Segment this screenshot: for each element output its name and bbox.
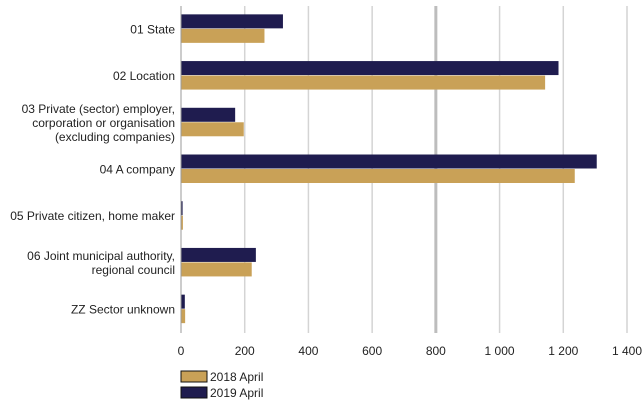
legend-label-1: 2019 April	[210, 386, 263, 400]
bar-2019-april-6	[181, 294, 185, 309]
category-label-0: 01 State	[130, 22, 175, 36]
bar-2019-april-3	[181, 154, 597, 169]
bar-2018-april-1	[181, 75, 546, 90]
tick-label-1400: 1 400	[612, 344, 642, 358]
tick-label-1200: 1 200	[548, 344, 578, 358]
tick-label-600: 600	[362, 344, 382, 358]
legend-label-0: 2018 April	[210, 370, 263, 384]
legend-swatch-1	[180, 386, 208, 399]
category-label-5: 06 Joint municipal authority, regional co…	[27, 249, 175, 277]
bar-2018-april-5	[181, 262, 252, 277]
category-label-2: 03 Private (sector) employer, corporation…	[22, 102, 175, 144]
category-label-6: ZZ Sector unknown	[71, 303, 175, 317]
tick-label-0: 0	[178, 344, 185, 358]
category-label-4: 05 Private citizen, home maker	[10, 209, 175, 223]
bar-2018-april-6	[181, 309, 186, 324]
bar-2018-april-3	[181, 169, 575, 183]
tick-label-400: 400	[298, 344, 318, 358]
tick-label-800: 800	[426, 344, 446, 358]
bar-2019-april-4	[181, 201, 183, 216]
bar-2019-april-1	[181, 61, 559, 76]
bar-2019-april-5	[181, 247, 256, 262]
bar-2018-april-0	[181, 28, 265, 43]
tick-label-200: 200	[235, 344, 255, 358]
tick-label-1000: 1 000	[485, 344, 515, 358]
bar-2018-april-4	[181, 215, 183, 230]
bar-2019-april-2	[181, 107, 236, 122]
legend-swatch-0	[180, 370, 208, 383]
bar-2019-april-0	[181, 14, 283, 29]
category-label-3: 04 A company	[100, 163, 175, 177]
category-label-1: 02 Location	[113, 69, 175, 83]
bar-2018-april-2	[181, 122, 244, 137]
